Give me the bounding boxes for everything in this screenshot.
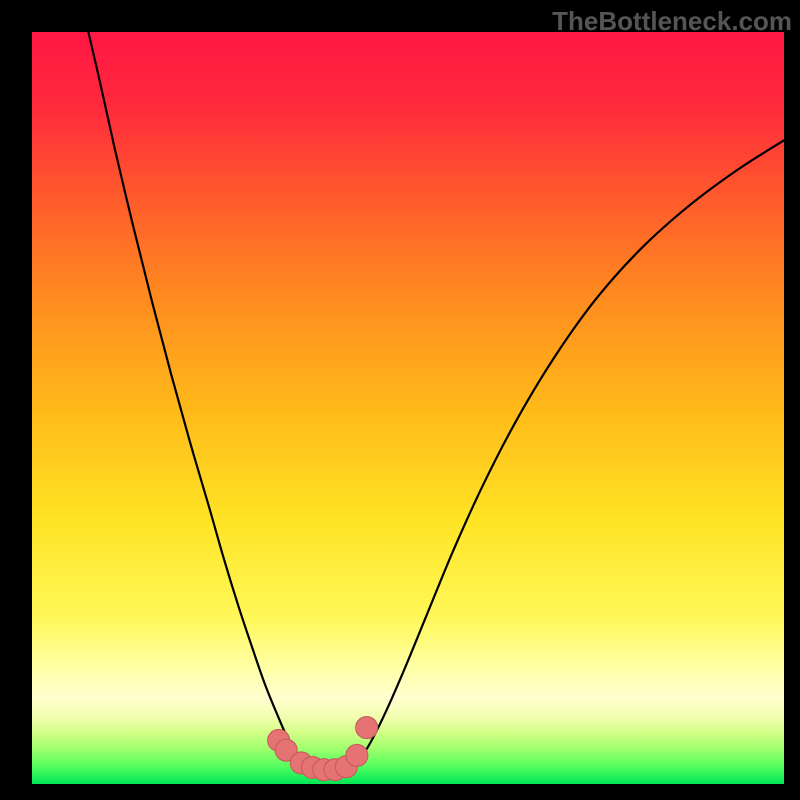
frame-bottom [0, 784, 800, 800]
watermark-text: TheBottleneck.com [552, 6, 792, 37]
frame-right [784, 0, 800, 800]
plot-area [32, 32, 784, 784]
frame-left [0, 0, 32, 800]
